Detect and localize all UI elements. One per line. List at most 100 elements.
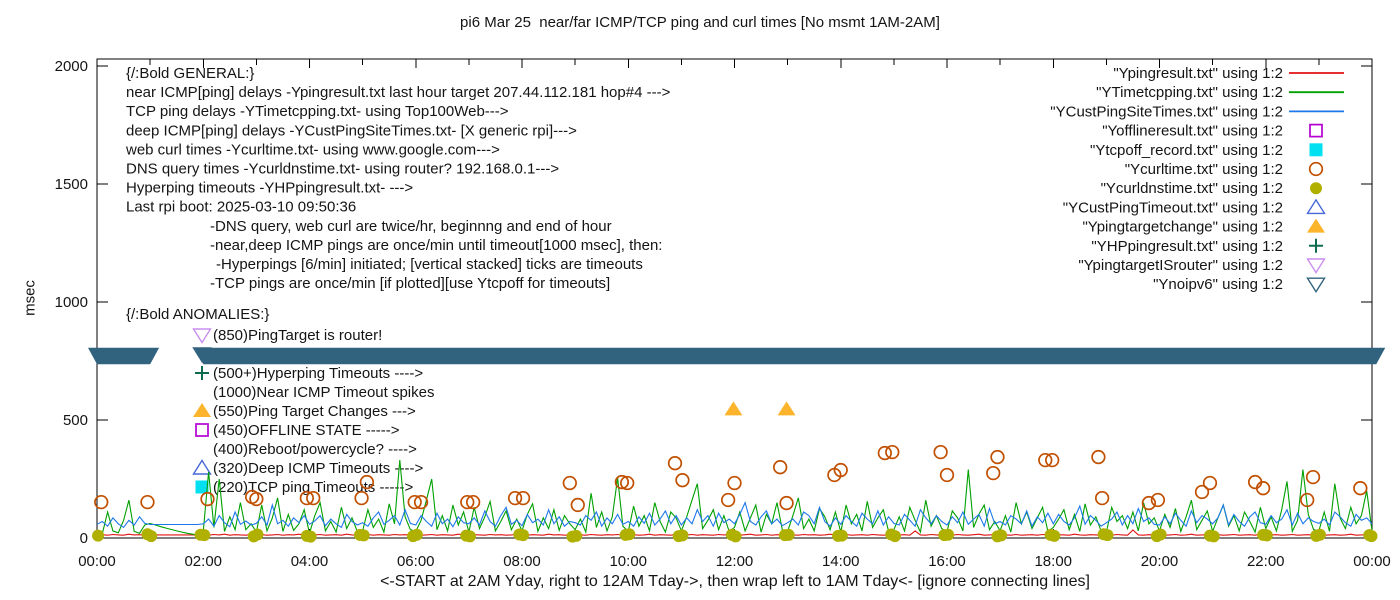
legend-label: "YTimetcpping.txt" using 1:2	[1096, 84, 1283, 101]
x-tick-label: 20:00	[1141, 553, 1179, 570]
y-tick-label: 0	[80, 530, 88, 547]
general-annotation-line: near ICMP[ping] delays -Ypingresult.txt …	[126, 84, 671, 101]
anomaly-annotation-line: (850)PingTarget is router!	[213, 327, 382, 344]
anomaly-annotations: {/:Bold ANOMALIES:} (850)PingTarget is ro…	[126, 306, 434, 496]
legend-label: "YCustPingSiteTimes.txt" using 1:2	[1050, 103, 1283, 120]
circle-open-marker	[570, 497, 585, 513]
circle-open-marker	[877, 445, 892, 461]
triangle-up-filled-marker	[193, 403, 211, 417]
square-fill-marker	[195, 480, 209, 494]
legend-label: "Ynoipv6" using 1:2	[1153, 276, 1283, 293]
circle-open-marker	[94, 494, 109, 510]
triangle-up-filled-marker	[1307, 218, 1325, 233]
circle-open-marker	[407, 494, 422, 510]
anomaly-annotation-line: (220)TCP ping Timeouts ----->	[213, 479, 413, 496]
circle-fill-marker	[251, 528, 264, 541]
circle-fill-marker	[729, 530, 742, 543]
circle-fill-marker	[570, 529, 583, 542]
general-annotation-line: {/:Bold GENERAL:}	[126, 65, 254, 82]
plus-marker	[1309, 238, 1323, 253]
anomaly-annotation-line: (400)Reboot/powercycle? ---->	[213, 441, 417, 458]
circle-fill-marker	[304, 530, 317, 543]
legend-label: "Ycurldnstime.txt" using 1:2	[1101, 180, 1283, 197]
circle-open-marker	[885, 444, 900, 460]
noipv6-band-segment	[88, 347, 160, 365]
circle-open-marker	[773, 460, 788, 475]
circle-open-marker	[667, 456, 683, 471]
circle-fill-marker	[1365, 530, 1378, 543]
series-Ycurltime.txt	[94, 444, 1368, 513]
circle-fill-marker	[995, 529, 1008, 542]
circle-fill-marker	[410, 528, 423, 541]
circle-open-marker	[1045, 452, 1060, 468]
noipv6-band-segment	[194, 347, 1386, 365]
x-tick-label: 00:00	[78, 553, 116, 570]
legend-label: "Ytcpoff_record.txt" using 1:2	[1090, 142, 1283, 159]
circle-open-marker	[249, 491, 264, 507]
circle-open-marker	[306, 490, 321, 506]
series-Ynoipv6	[88, 347, 1386, 365]
anomaly-annotation-line: {/:Bold ANOMALIES:}	[126, 306, 269, 323]
circle-open-marker	[515, 490, 531, 506]
general-annotation-line: -Hyperpings [6/min] initiated; [vertical…	[216, 256, 643, 273]
circle-open-marker	[1141, 495, 1157, 511]
circle-fill-marker	[1048, 529, 1061, 542]
circle-open-marker	[779, 495, 794, 511]
general-annotations: {/:Bold GENERAL:} near ICMP[ping] delays …	[125, 65, 671, 292]
circle-open-marker	[1255, 481, 1271, 496]
legend-label: "Ypingresult.txt" using 1:2	[1113, 65, 1283, 82]
general-annotation-line: -TCP pings are once/min [if plotted][use…	[210, 275, 610, 292]
anomaly-annotation-line: (500+)Hyperping Timeouts ---->	[213, 365, 423, 382]
general-annotation-line: -DNS query, web curl are twice/hr, begin…	[210, 218, 612, 235]
circle-fill-marker	[1154, 528, 1167, 541]
circle-open-marker	[460, 494, 475, 510]
general-annotation-line: deep ICMP[ping] delays -YCustPingSiteTim…	[126, 122, 577, 139]
square-open-marker	[1309, 123, 1323, 138]
circle-open-marker	[675, 473, 690, 488]
triangle-down-open-marker	[1306, 258, 1326, 274]
line-YCustPingSiteTimes.txt	[96, 500, 1373, 529]
series-Ypingtargetchange	[724, 401, 796, 416]
circle-open-marker	[1353, 481, 1368, 496]
circle-fill-marker	[942, 528, 955, 541]
anomaly-annotation-line: (1000)Near ICMP Timeout spikes	[213, 384, 434, 401]
plus-marker	[195, 366, 209, 380]
triangle-up-open-marker	[192, 459, 212, 475]
x-tick-label: 02:00	[184, 553, 222, 570]
circle-open-marker	[1038, 452, 1053, 468]
x-tick-label: 08:00	[503, 553, 541, 570]
triangle-up-filled-marker	[777, 401, 796, 416]
x-axis-caption: <-START at 2AM Yday, right to 12AM Tday-…	[380, 573, 1090, 590]
y-tick-label: 500	[63, 412, 88, 429]
circle-open-marker	[1202, 475, 1218, 491]
legend-label: "YpingtargetISrouter" using 1:2	[1078, 257, 1283, 274]
square-open-marker	[195, 423, 209, 437]
circle-open-marker	[720, 492, 736, 508]
circle-open-marker	[354, 490, 369, 506]
anomaly-annotation-line: (550)Ping Target Changes --->	[213, 403, 416, 420]
circle-fill-marker	[357, 529, 370, 542]
general-annotation-line: Last rpi boot: 2025-03-10 09:50:36	[126, 199, 356, 216]
x-tick-label: 00:00	[1353, 553, 1391, 570]
circle-open-marker	[359, 474, 375, 490]
circle-open-marker	[465, 494, 481, 510]
x-tick-label: 04:00	[291, 553, 329, 570]
square-fill-marker	[1309, 143, 1323, 157]
circle-fill-marker	[1101, 529, 1114, 542]
legend-label: "Ypingtargetchange" using 1:2	[1082, 219, 1283, 236]
legend-label: "YCustPingTimeout.txt" using 1:2	[1063, 199, 1283, 216]
x-tick-label: 10:00	[609, 553, 647, 570]
y-tick-label: 1000	[55, 294, 88, 311]
circle-open-marker	[413, 494, 429, 510]
legend-label: "Yofflineresult.txt" using 1:2	[1102, 123, 1283, 140]
circle-open-marker	[614, 474, 630, 490]
circle-open-marker	[200, 491, 215, 507]
x-tick-label: 18:00	[1034, 553, 1072, 570]
circle-open-marker	[1150, 492, 1166, 508]
legend-label: "YHPpingresult.txt" using 1:2	[1091, 238, 1283, 255]
circle-open-marker	[933, 444, 948, 460]
anomaly-annotation-line: (320)Deep ICMP Timeouts ---->	[213, 460, 423, 477]
circle-open-marker	[833, 462, 848, 478]
circle-fill-marker	[676, 529, 689, 542]
